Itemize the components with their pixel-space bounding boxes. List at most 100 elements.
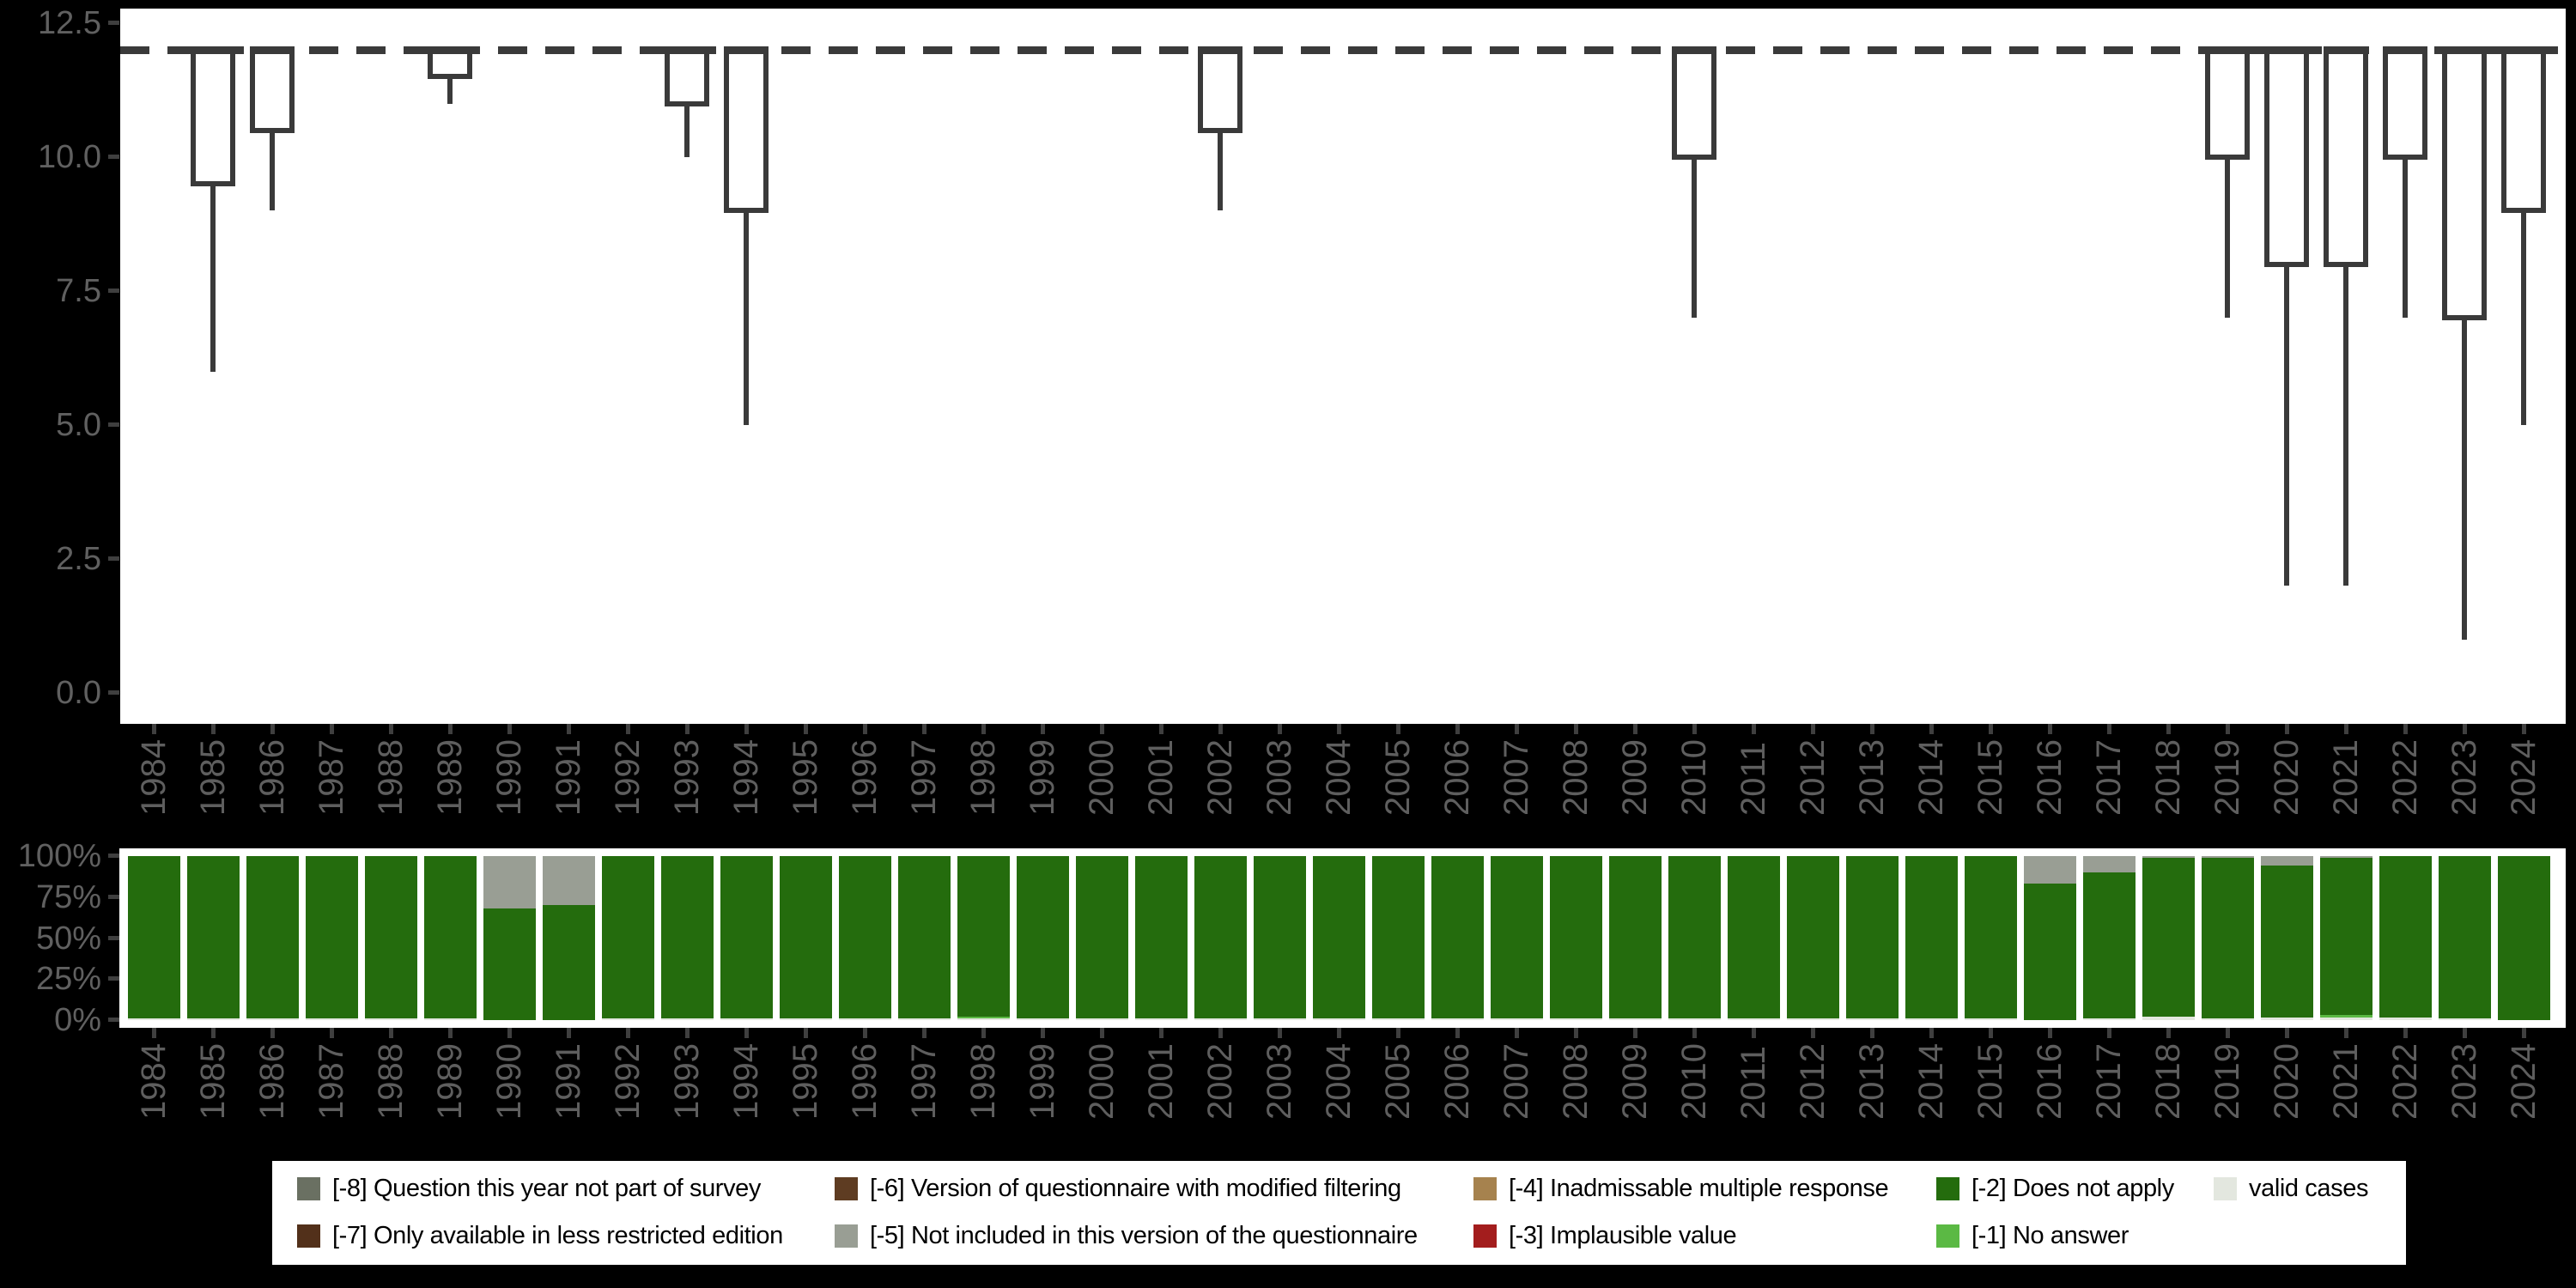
bar-segment-1991--5 (542, 856, 595, 906)
boxplot-xtick-mark (744, 724, 749, 734)
bars-xtick-mark (1218, 1028, 1223, 1038)
bar-segment-2016--2 (2023, 884, 2076, 1020)
bars-xtick-mark (567, 1028, 571, 1038)
boxplot-xtick-mark (1159, 724, 1163, 734)
boxplot-whisker-2022 (2403, 157, 2408, 319)
boxplot-box-2023 (2442, 47, 2487, 321)
bars-xtick-label: 1990 (490, 1043, 528, 1120)
boxplot-box-1986 (250, 47, 295, 133)
bar-segment-2000-valid (1075, 1018, 1128, 1020)
bars-xtick-label: 2012 (1794, 1043, 1832, 1120)
boxplot-xtick-label: 2016 (2031, 739, 2069, 816)
bars-xtick-label: 2024 (2505, 1043, 2543, 1120)
bars-xtick-mark (1870, 1028, 1874, 1038)
bars-ytick-mark (108, 1018, 119, 1022)
bar-segment-2022-valid (2379, 1018, 2432, 1020)
boxplot-xtick-label: 1992 (609, 739, 647, 816)
boxplot-xtick-label: 2017 (2090, 739, 2128, 816)
bars-xtick-label: 2004 (1320, 1043, 1358, 1120)
bar-segment-2002-valid (1194, 1018, 1247, 1020)
boxplot-xtick-label: 2000 (1083, 739, 1121, 816)
boxplot-box-2022 (2383, 47, 2427, 160)
bars-xtick-label: 1989 (431, 1043, 469, 1120)
bar-segment-2012--2 (1786, 856, 1839, 1019)
bars-ytick-label: 100% (17, 838, 101, 874)
boxplot-ytick-label: 7.5 (56, 273, 101, 309)
boxplot-median-2020 (2264, 46, 2309, 54)
legend-swatch--4 (1473, 1177, 1497, 1200)
bar-segment-2021--1 (2319, 1015, 2372, 1018)
bar-segment-2019--5 (2201, 856, 2254, 858)
boxplot-panel (120, 9, 2566, 724)
boxplot-xtick-label: 2010 (1675, 739, 1713, 816)
boxplot-box-2019 (2205, 47, 2250, 160)
boxplot-xtick-mark (1811, 724, 1815, 734)
bar-segment-1998-valid (957, 1018, 1010, 1020)
bars-xtick-mark (1929, 1028, 1934, 1038)
boxplot-whisker-2019 (2225, 157, 2230, 319)
boxplot-box-2002 (1198, 47, 1242, 133)
boxplot-xtick-mark (389, 724, 393, 734)
reference-line-dashed (120, 46, 2566, 54)
bar-segment-2024--2 (2497, 856, 2550, 1020)
bar-segment-1992--2 (601, 856, 654, 1019)
bar-segment-1994--2 (720, 856, 773, 1019)
boxplot-xtick-mark (270, 724, 275, 734)
bar-segment-1989-valid (423, 1018, 477, 1020)
bar-segment-2006-valid (1431, 1018, 1484, 1020)
boxplot-ytick-label: 0.0 (56, 675, 101, 711)
bars-xtick-mark (389, 1028, 393, 1038)
boxplot-xtick-mark (1989, 724, 1993, 734)
bars-ytick-label: 25% (35, 961, 101, 998)
boxplot-xtick-label: 1999 (1024, 739, 1061, 816)
bars-xtick-mark (2048, 1028, 2052, 1038)
bar-segment-2007-valid (1490, 1018, 1543, 1020)
boxplot-box-2020 (2264, 47, 2309, 267)
bar-segment-1987-valid (305, 1018, 358, 1020)
boxplot-xtick-label: 2023 (2445, 739, 2483, 816)
boxplot-ytick-mark (108, 556, 119, 561)
boxplot-median-1989 (428, 46, 472, 54)
bars-xtick-label: 1985 (194, 1043, 232, 1120)
bars-xtick-label: 2017 (2090, 1043, 2128, 1120)
bar-segment-1993-valid (660, 1018, 714, 1020)
boxplot-xtick-label: 1985 (194, 739, 232, 816)
bars-xtick-label: 1994 (727, 1043, 765, 1120)
bars-xtick-label: 2020 (2268, 1043, 2306, 1120)
bars-xtick-mark (1692, 1028, 1697, 1038)
legend-label--3: [-3] Implausible value (1509, 1222, 1737, 1249)
bar-segment-2021--2 (2319, 857, 2372, 1016)
boxplot-whisker-2002 (1218, 130, 1223, 211)
legend-swatch--1 (1936, 1224, 1959, 1248)
bar-segment-2003--2 (1253, 856, 1306, 1019)
bars-xtick-mark (626, 1028, 630, 1038)
bars-xtick-label: 2009 (1616, 1043, 1654, 1120)
boxplot-xtick-mark (863, 724, 867, 734)
bars-xtick-mark (804, 1028, 808, 1038)
bar-segment-2017-valid (2082, 1018, 2136, 1020)
bars-xtick-mark (2344, 1028, 2348, 1038)
legend-swatch--2 (1936, 1177, 1959, 1200)
bar-segment-2015--2 (1964, 856, 2017, 1019)
bar-segment-2020--2 (2260, 866, 2313, 1018)
bars-xtick-mark (1574, 1028, 1578, 1038)
boxplot-ytick-mark (108, 21, 119, 25)
bars-ytick-mark (108, 935, 119, 940)
bars-ytick-label: 0% (54, 1002, 101, 1038)
bars-xtick-label: 2015 (1971, 1043, 2009, 1120)
boxplot-xtick-mark (981, 724, 986, 734)
bar-segment-2021--5 (2319, 856, 2372, 858)
bar-segment-1997--2 (897, 856, 951, 1019)
bars-xtick-mark (1811, 1028, 1815, 1038)
boxplot-xtick-label: 2004 (1320, 739, 1358, 816)
boxplot-xtick-label: 1998 (964, 739, 1002, 816)
bars-xtick-label: 2000 (1083, 1043, 1121, 1120)
boxplot-median-2023 (2442, 46, 2487, 54)
boxplot-median-2010 (1672, 46, 1716, 54)
boxplot-xtick-label: 1988 (372, 739, 410, 816)
boxplot-xtick-label: 1986 (253, 739, 291, 816)
boxplot-xtick-mark (1752, 724, 1756, 734)
bar-segment-2014-valid (1905, 1018, 1958, 1020)
boxplot-xtick-mark (1100, 724, 1104, 734)
boxplot-ytick-label: 2.5 (56, 541, 101, 577)
